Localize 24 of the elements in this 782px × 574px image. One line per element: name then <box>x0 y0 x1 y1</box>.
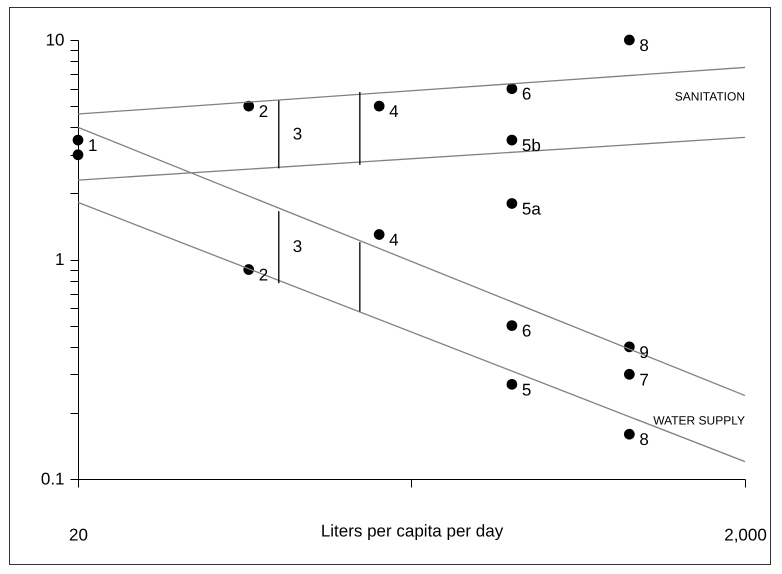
x-tick-label: 20 <box>69 526 88 544</box>
annotation: 2 <box>258 102 268 122</box>
annotation: 2 <box>258 266 268 285</box>
text: SANITATION <box>674 89 745 104</box>
annotation: 8 <box>639 36 649 55</box>
annotation: 9 <box>639 342 649 362</box>
y-tick-label: 0.1 <box>40 470 64 488</box>
series-label: WATER SUPPLY <box>653 414 745 428</box>
y-tick-label: 10 <box>46 30 64 50</box>
x-tick-label: 2,000 <box>724 526 767 544</box>
annotation: 8 <box>639 430 649 450</box>
series-label: 3 <box>292 237 302 256</box>
series-label: 3 <box>292 124 302 144</box>
y-tick-label: 1 <box>55 250 64 269</box>
annotation: 5 <box>522 380 532 400</box>
annotation: 4 <box>389 102 399 122</box>
annotation: 6 <box>522 322 532 341</box>
x-axis-title: Liters per capita per day <box>320 522 504 540</box>
annotation: 4 <box>389 230 399 250</box>
annotation: 7 <box>639 370 649 390</box>
annotation: 1 <box>88 136 98 156</box>
annotation: 6 <box>522 84 532 104</box>
annotation: 5a <box>522 199 542 218</box>
annotation: 5b <box>522 136 541 156</box>
